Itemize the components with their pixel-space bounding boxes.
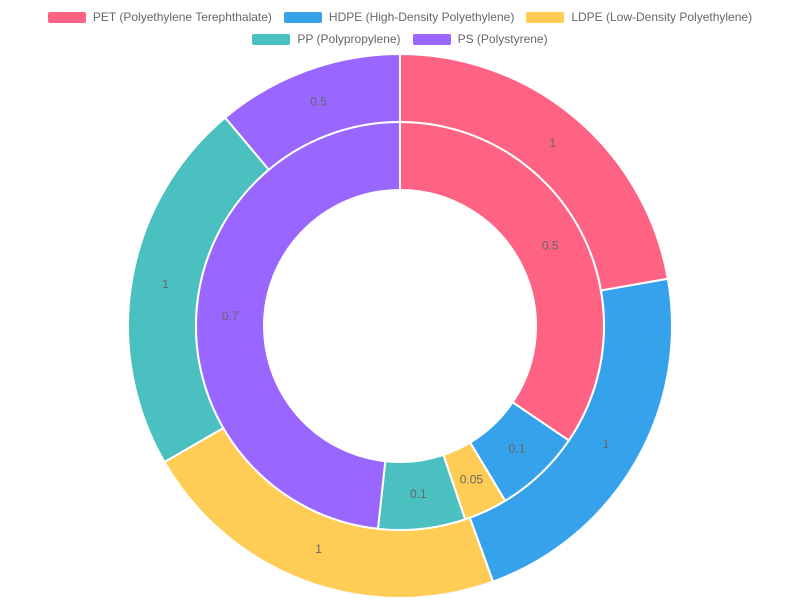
- legend: PET (Polyethylene Terephthalate) HDPE (H…: [0, 6, 800, 50]
- legend-label-pet: PET (Polyethylene Terephthalate): [92, 10, 272, 24]
- legend-label-pp: PP (Polypropylene): [297, 32, 401, 46]
- outer-label-pet: 1: [550, 136, 557, 150]
- legend-item-pp[interactable]: PP (Polypropylene): [252, 32, 401, 46]
- outer-label-pp: 1: [162, 277, 169, 291]
- outer-label-hdpe: 1: [603, 437, 610, 451]
- outer-label-ps: 0.5: [310, 95, 327, 109]
- legend-item-pet[interactable]: PET (Polyethylene Terephthalate): [47, 10, 272, 24]
- legend-swatch-pet: [47, 11, 86, 23]
- legend-label-hdpe: HDPE (High-Density Polyethylene): [328, 10, 515, 24]
- outer-label-ldpe: 1: [315, 542, 322, 556]
- inner-label-hdpe: 0.1: [509, 442, 526, 456]
- legend-swatch-ps: [412, 33, 451, 45]
- inner-label-pp: 0.1: [410, 487, 427, 501]
- inner-label-ldpe: 0.05: [460, 472, 484, 486]
- legend-item-hdpe[interactable]: HDPE (High-Density Polyethylene): [283, 10, 515, 24]
- legend-label-ldpe: LDPE (Low-Density Polyethylene): [571, 10, 753, 24]
- legend-item-ldpe[interactable]: LDPE (Low-Density Polyethylene): [526, 10, 752, 24]
- legend-item-ps[interactable]: PS (Polystyrene): [412, 32, 548, 46]
- inner-slice-pet[interactable]: [399, 120, 605, 442]
- legend-swatch-hdpe: [283, 11, 322, 23]
- inner-label-ps: 0.7: [222, 309, 239, 323]
- legend-row-2: PP (Polypropylene) PS (Polystyrene): [0, 28, 800, 50]
- legend-row-1: PET (Polyethylene Terephthalate) HDPE (H…: [0, 6, 800, 28]
- legend-label-ps: PS (Polystyrene): [457, 32, 548, 46]
- inner-label-pet: 0.5: [542, 239, 559, 253]
- legend-swatch-ldpe: [526, 11, 565, 23]
- legend-swatch-pp: [252, 33, 291, 45]
- inner-slice-ps[interactable]: [195, 120, 401, 530]
